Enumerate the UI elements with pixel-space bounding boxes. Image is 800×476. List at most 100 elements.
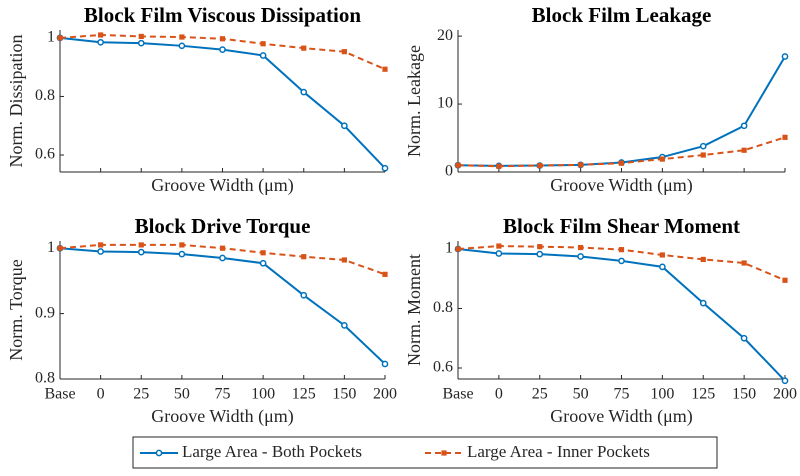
marker bbox=[259, 259, 267, 267]
x-tick-label: 0 bbox=[495, 386, 503, 403]
y-tick-label: 0.8 bbox=[35, 370, 55, 387]
marker bbox=[381, 360, 389, 368]
marker bbox=[782, 277, 788, 283]
x-tick-label: 200 bbox=[773, 386, 797, 403]
x-axis-label: Groove Width (μm) bbox=[151, 406, 294, 427]
marker bbox=[57, 35, 63, 41]
chart-title: Block Film Shear Moment bbox=[503, 214, 740, 238]
marker bbox=[455, 246, 461, 252]
marker bbox=[341, 257, 347, 263]
x-tick-label: 100 bbox=[650, 386, 674, 403]
x-tick-label: Base bbox=[442, 386, 473, 403]
marker bbox=[537, 244, 543, 250]
marker bbox=[740, 122, 748, 130]
marker bbox=[578, 162, 584, 168]
marker bbox=[781, 53, 789, 60]
marker bbox=[219, 245, 226, 251]
marker bbox=[219, 46, 226, 53]
marker bbox=[219, 36, 226, 42]
marker bbox=[98, 242, 104, 248]
x-tick-label: 50 bbox=[174, 386, 190, 403]
x-tick-label: 0 bbox=[97, 386, 105, 403]
x-tick-label: 50 bbox=[573, 386, 589, 403]
marker bbox=[341, 122, 348, 130]
marker bbox=[137, 248, 145, 256]
marker bbox=[260, 41, 266, 47]
x-tick-label: 100 bbox=[251, 386, 275, 403]
marker bbox=[659, 156, 665, 162]
x-tick-label: 150 bbox=[732, 386, 756, 403]
y-tick-label: 0.9 bbox=[35, 304, 55, 321]
marker bbox=[536, 250, 544, 258]
x-tick-label: 25 bbox=[532, 386, 548, 403]
marker bbox=[618, 160, 625, 166]
y-tick-label: 1 bbox=[445, 240, 453, 257]
marker bbox=[382, 66, 388, 72]
legend-label: Large Area - Inner Pockets bbox=[467, 442, 650, 461]
y-axis-label: Norm. Leakage bbox=[404, 45, 424, 157]
marker bbox=[381, 164, 389, 172]
marker bbox=[301, 45, 307, 51]
marker bbox=[341, 49, 347, 55]
chart-title: Block Drive Torque bbox=[135, 214, 311, 238]
marker bbox=[382, 271, 388, 277]
marker bbox=[259, 52, 267, 59]
marker bbox=[700, 152, 706, 158]
marker bbox=[659, 252, 665, 258]
marker bbox=[699, 299, 707, 307]
marker bbox=[97, 38, 104, 46]
y-axis-label: Norm. Dissipation bbox=[6, 35, 26, 168]
x-tick-label: 200 bbox=[373, 386, 397, 403]
marker bbox=[260, 250, 266, 256]
x-tick-label: 75 bbox=[215, 386, 231, 403]
series-line bbox=[457, 248, 786, 382]
marker bbox=[300, 291, 308, 299]
x-tick-label: 125 bbox=[691, 386, 715, 403]
marker bbox=[537, 162, 543, 169]
marker bbox=[300, 88, 308, 96]
x-axis-label: Groove Width (μm) bbox=[550, 175, 693, 196]
x-tick-label: 75 bbox=[614, 386, 630, 403]
marker bbox=[495, 250, 503, 257]
y-axis-label: Norm. Moment bbox=[404, 254, 424, 366]
marker bbox=[219, 254, 226, 262]
marker bbox=[740, 334, 748, 342]
marker bbox=[138, 242, 144, 248]
y-tick-label: 1 bbox=[47, 239, 55, 256]
marker bbox=[138, 33, 144, 40]
marker bbox=[741, 260, 747, 266]
marker bbox=[97, 248, 104, 255]
y-axis-label: Norm. Torque bbox=[6, 259, 26, 360]
marker bbox=[578, 244, 584, 251]
marker bbox=[137, 39, 145, 47]
marker bbox=[741, 147, 747, 153]
x-tick-label: 25 bbox=[133, 386, 149, 403]
marker bbox=[98, 32, 104, 38]
legend-marker bbox=[155, 449, 163, 457]
y-tick-label: 1 bbox=[47, 29, 55, 46]
legend: Large Area - Both Pockets Large Area - In… bbox=[132, 436, 718, 469]
y-tick-label: 0.6 bbox=[35, 146, 55, 163]
marker bbox=[179, 34, 185, 40]
x-axis-label: Groove Width (μm) bbox=[550, 406, 693, 427]
marker bbox=[618, 247, 625, 253]
marker bbox=[341, 322, 348, 329]
marker bbox=[782, 134, 788, 140]
marker bbox=[577, 253, 584, 260]
marker bbox=[781, 377, 789, 385]
marker bbox=[496, 163, 502, 169]
y-tick-label: 0.8 bbox=[35, 87, 55, 104]
marker bbox=[301, 254, 307, 260]
series-line bbox=[59, 247, 386, 365]
x-tick-label: 150 bbox=[332, 386, 356, 403]
x-tick-label: 125 bbox=[292, 386, 316, 403]
marker bbox=[178, 42, 186, 50]
marker bbox=[57, 245, 63, 251]
chart-title: Block Film Leakage bbox=[532, 3, 712, 27]
marker bbox=[659, 263, 666, 271]
y-tick-label: 0.6 bbox=[433, 359, 453, 376]
series-line bbox=[457, 55, 786, 167]
legend-marker bbox=[441, 450, 447, 456]
y-tick-label: 0.8 bbox=[433, 299, 453, 316]
